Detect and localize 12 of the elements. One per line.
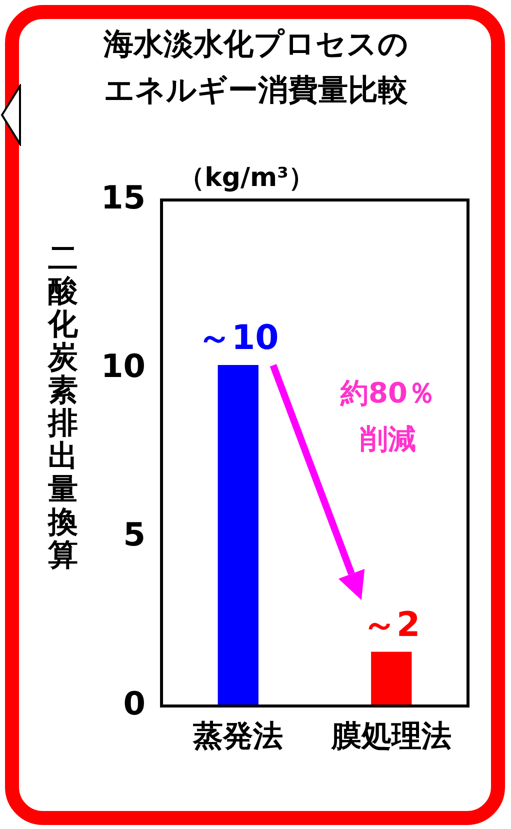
y-tick-label: 5 xyxy=(123,516,146,554)
y-tick-label: 0 xyxy=(123,684,146,722)
chart-title: 海水淡水化プロセスのエネルギー消費量比較 xyxy=(102,26,410,110)
x-tick-label: 蒸発法 xyxy=(192,718,284,754)
data-label: ～2 xyxy=(362,604,420,645)
y-tick-label: 15 xyxy=(101,178,146,216)
annotation: 約80％削減 xyxy=(340,376,436,456)
y-tick-label: 10 xyxy=(101,346,146,385)
x-tick-label: 膜処理法 xyxy=(330,718,452,754)
text: （kg/m³） xyxy=(178,162,314,193)
data-label: ～10 xyxy=(197,318,279,358)
text: 二酸化炭素排出量換算 xyxy=(48,241,78,573)
